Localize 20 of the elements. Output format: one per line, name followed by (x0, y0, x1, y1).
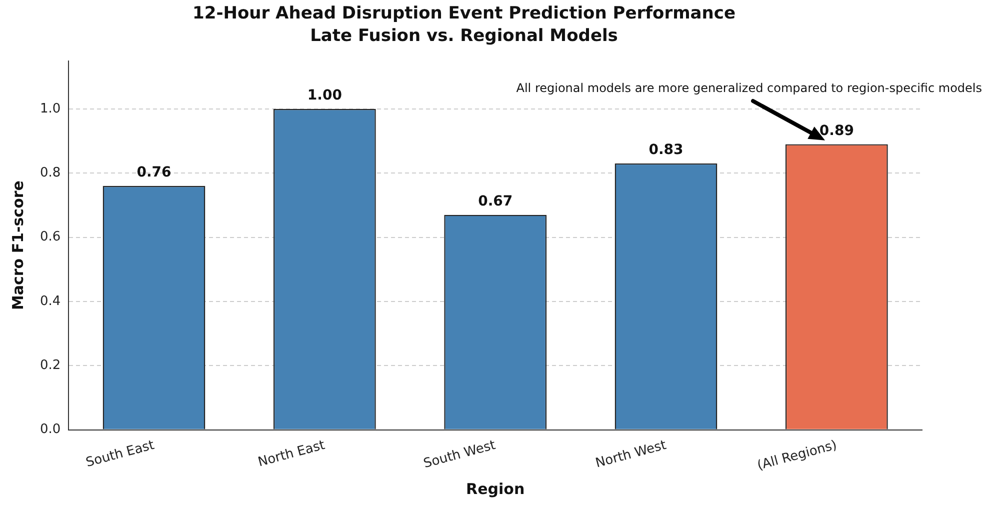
data-label: 0.67 (478, 193, 513, 210)
y-tick-label: 0.0 (40, 422, 61, 438)
chart-title: 12-Hour Ahead Disruption Event Prediction Performance (192, 4, 736, 24)
y-axis-title: Macro F1-score (8, 180, 27, 310)
data-label: 0.89 (819, 122, 854, 139)
y-tick-label: 0.6 (40, 230, 61, 245)
y-tick-label: 1.0 (40, 101, 61, 116)
x-axis-title: Region (466, 480, 525, 498)
x-tick-label: North West (594, 438, 668, 472)
x-tick-label: South West (422, 438, 498, 472)
data-label: 0.83 (648, 142, 684, 158)
y-tick-label: 0.2 (40, 358, 61, 373)
data-label: 0.76 (136, 164, 172, 181)
y-tick-label: 0.8 (40, 165, 61, 180)
y-tick-label: 0.4 (40, 294, 61, 309)
x-tick-label: North East (256, 438, 327, 470)
x-tick-label: South East (84, 438, 156, 471)
annotation: All regional models are more generalized compared to region-specific models (516, 80, 982, 95)
data-label: 1.00 (307, 88, 342, 104)
chart-subtitle: Late Fusion vs. Regional Models (310, 26, 618, 46)
